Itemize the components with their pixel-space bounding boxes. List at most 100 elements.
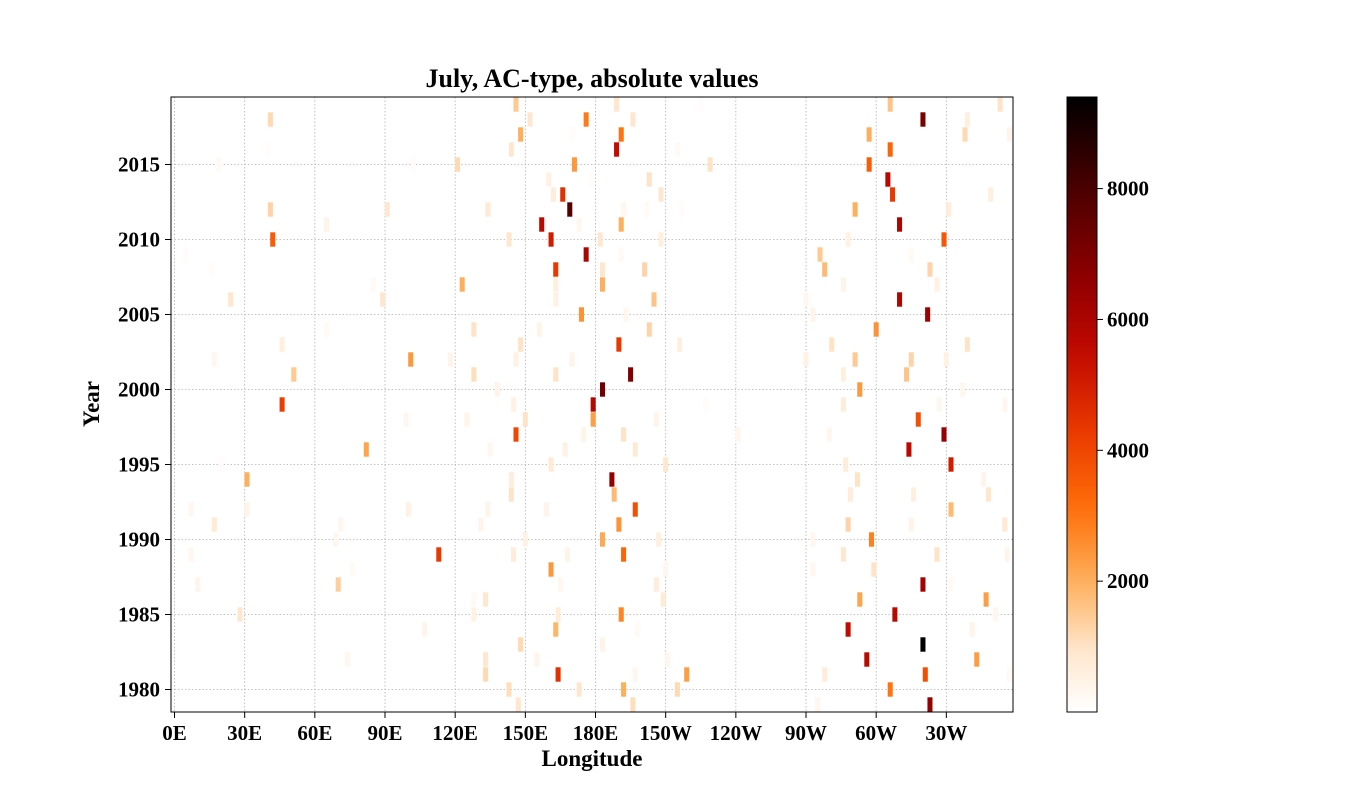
heatmap-cell	[454, 157, 461, 172]
heatmap-cell	[803, 292, 809, 307]
heatmap-cell	[188, 502, 194, 517]
heatmap-cell	[548, 562, 554, 577]
x-tick-label: 120E	[432, 721, 478, 745]
heatmap-cell	[674, 142, 680, 157]
heatmap-cell	[822, 262, 828, 277]
heatmap-cell	[188, 547, 194, 562]
heatmap-cell	[908, 517, 914, 532]
heatmap-cell	[628, 367, 634, 382]
heatmap-cell	[1002, 397, 1008, 412]
heatmap-cell	[349, 562, 355, 577]
heatmap-cell	[211, 517, 217, 532]
heatmap-cell	[934, 547, 940, 562]
heatmap-cell	[228, 292, 234, 307]
heatmap-cell	[590, 412, 596, 427]
heatmap-cell	[621, 682, 627, 697]
heatmap-cell	[684, 667, 690, 682]
heatmap-cell	[1004, 547, 1010, 562]
heatmap-cell	[857, 592, 863, 607]
heatmap-cell	[567, 202, 573, 217]
x-axis-ticks: 0E 30E 60E 90E 120E 150E 180E 150W 120W 90W 60W 30W	[162, 712, 967, 745]
heatmap-cell	[614, 142, 620, 157]
heatmap-cell	[815, 697, 821, 712]
heatmap-cell	[494, 382, 500, 397]
heatmap-cell	[988, 187, 994, 202]
heatmap-cell	[459, 277, 465, 292]
heatmap-cell	[611, 487, 617, 502]
heatmap-cell	[508, 472, 514, 487]
colorbar-tick-label: 8000	[1107, 177, 1149, 201]
heatmap-cell	[908, 352, 914, 367]
heatmap-cell	[553, 367, 559, 382]
heatmap-cell	[908, 247, 914, 262]
heatmap-cell	[897, 217, 903, 232]
heatmap-cell	[506, 232, 512, 247]
heatmap-cell	[618, 127, 624, 142]
heatmap-cell	[508, 142, 514, 157]
heatmap-cell	[948, 502, 954, 517]
heatmap-cell	[583, 247, 589, 262]
heatmap-cell	[660, 592, 666, 607]
heatmap-cell	[941, 427, 947, 442]
heatmap-cell	[803, 352, 809, 367]
heatmap-cell	[571, 157, 577, 172]
heatmap-cell	[962, 127, 968, 142]
heatmap-cell	[405, 502, 411, 517]
heatmap-cell	[1006, 667, 1013, 682]
heatmap-cell	[943, 352, 949, 367]
heatmap-cell	[569, 127, 575, 142]
heatmap-cell	[539, 217, 545, 232]
heatmap-cell	[642, 262, 648, 277]
x-axis-label: Longitude	[542, 746, 643, 771]
heatmap-cell	[616, 337, 622, 352]
heatmap-cell	[840, 397, 846, 412]
heatmap-cell	[471, 592, 477, 607]
heatmap-cell	[840, 277, 846, 292]
heatmap-cell	[941, 232, 947, 247]
heatmap-cell	[588, 172, 594, 187]
heatmap-cell	[936, 397, 942, 412]
heatmap-cell	[511, 547, 517, 562]
heatmap-cell	[906, 442, 912, 457]
heatmap-cell	[866, 127, 872, 142]
heatmap-cell	[471, 322, 477, 337]
heatmap-cell	[981, 472, 987, 487]
heatmap-cell	[576, 217, 582, 232]
heatmap-cell	[864, 652, 870, 667]
heatmap-cell	[845, 517, 851, 532]
heatmap-cell	[920, 577, 926, 592]
y-tick-label: 1980	[118, 678, 160, 702]
x-tick-label: 180E	[573, 721, 619, 745]
heatmap-cell	[324, 217, 330, 232]
y-tick-label: 2015	[118, 153, 160, 177]
heatmap-cell	[632, 667, 638, 682]
heatmap-cell	[887, 97, 893, 112]
heatmap-cell	[483, 652, 489, 667]
heatmap-cell	[270, 232, 276, 247]
heatmap-cell	[927, 697, 933, 712]
heatmap-cell	[948, 577, 954, 592]
heatmap-cell	[384, 202, 390, 217]
heatmap-cell	[216, 157, 222, 172]
heatmap-cell	[653, 577, 659, 592]
y-tick-label: 2010	[118, 228, 160, 252]
heatmap-cell	[244, 472, 250, 487]
heatmap-cell	[536, 322, 542, 337]
heatmap-cell	[335, 577, 341, 592]
heatmap-cell	[436, 547, 442, 562]
heatmap-cell	[506, 682, 512, 697]
heatmap-cell	[925, 307, 931, 322]
heatmap-cell	[632, 442, 638, 457]
heatmap-cell	[518, 127, 524, 142]
heatmap-cell	[904, 367, 910, 382]
heatmap-cell	[338, 517, 344, 532]
heatmap-cell	[674, 682, 680, 697]
heatmap-cell	[679, 202, 685, 217]
heatmap-cell	[515, 697, 521, 712]
x-tick-label: 150W	[639, 721, 692, 745]
chart-title: July, AC-type, absolute values	[426, 64, 759, 93]
heatmap-cell	[553, 262, 559, 277]
heatmap-cell	[852, 352, 858, 367]
heatmap-cell	[960, 382, 966, 397]
heatmap-cell	[646, 322, 652, 337]
